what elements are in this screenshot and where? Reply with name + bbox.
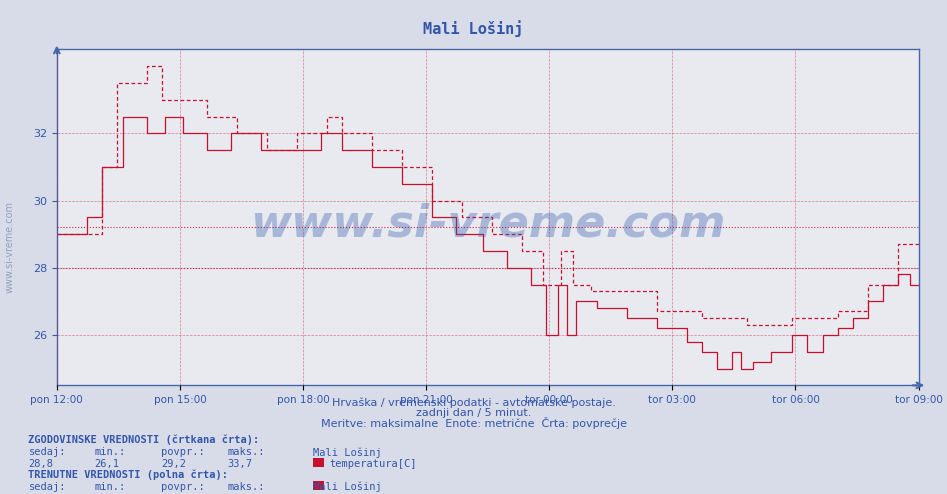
Text: Mali Lošinj: Mali Lošinj xyxy=(423,20,524,37)
Text: povpr.:: povpr.: xyxy=(161,447,205,457)
Text: 29,2: 29,2 xyxy=(161,459,186,469)
Text: Mali Lošinj: Mali Lošinj xyxy=(313,482,382,492)
Text: www.si-vreme.com: www.si-vreme.com xyxy=(250,203,725,246)
Text: Mali Lošinj: Mali Lošinj xyxy=(313,447,382,457)
Text: 28,8: 28,8 xyxy=(28,459,53,469)
Text: maks.:: maks.: xyxy=(227,482,265,492)
Text: min.:: min.: xyxy=(95,447,126,457)
Text: sedaj:: sedaj: xyxy=(28,482,66,492)
Text: ZGODOVINSKE VREDNOSTI (črtkana črta):: ZGODOVINSKE VREDNOSTI (črtkana črta): xyxy=(28,435,259,445)
Text: sedaj:: sedaj: xyxy=(28,447,66,457)
Text: Hrvaška / vremenski podatki - avtomatske postaje.: Hrvaška / vremenski podatki - avtomatske… xyxy=(331,398,616,408)
Text: min.:: min.: xyxy=(95,482,126,492)
Text: 26,1: 26,1 xyxy=(95,459,119,469)
Text: temperatura[C]: temperatura[C] xyxy=(330,459,417,469)
Text: 33,7: 33,7 xyxy=(227,459,252,469)
Text: maks.:: maks.: xyxy=(227,447,265,457)
Text: Meritve: maksimalne  Enote: metrične  Črta: povprečje: Meritve: maksimalne Enote: metrične Črta… xyxy=(320,417,627,429)
Text: TRENUTNE VREDNOSTI (polna črta):: TRENUTNE VREDNOSTI (polna črta): xyxy=(28,469,228,480)
Text: povpr.:: povpr.: xyxy=(161,482,205,492)
Text: zadnji dan / 5 minut.: zadnji dan / 5 minut. xyxy=(416,408,531,417)
Text: www.si-vreme.com: www.si-vreme.com xyxy=(5,201,15,293)
